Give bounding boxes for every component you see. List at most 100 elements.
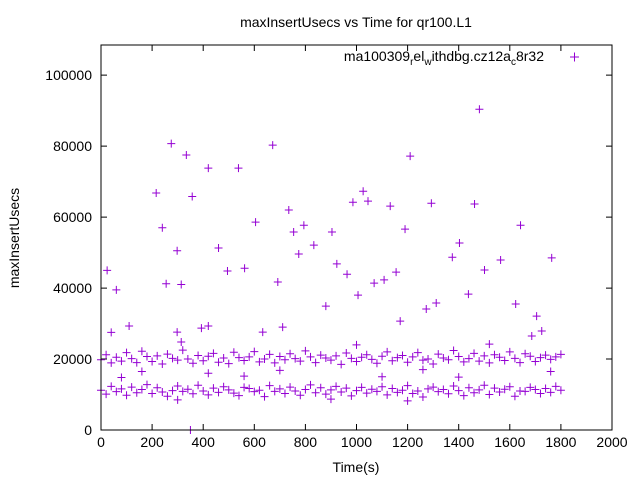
data-point	[449, 346, 458, 355]
x-tick-label: 1800	[545, 434, 576, 450]
data-point	[162, 279, 171, 288]
x-tick-label: 1400	[443, 434, 474, 450]
legend-label-part: ithdbg.cz12a	[432, 48, 512, 64]
data-point	[291, 354, 300, 363]
x-tick-label: 0	[97, 434, 105, 450]
x-tick-label: 1200	[392, 434, 423, 450]
data-point	[178, 346, 187, 355]
data-point	[255, 357, 264, 366]
data-point	[449, 382, 458, 390]
x-tick-label: 800	[294, 434, 318, 450]
data-point	[439, 385, 448, 394]
data-point	[532, 312, 541, 321]
data-point	[332, 259, 341, 268]
data-point	[383, 347, 392, 356]
data-point	[352, 357, 361, 366]
data-point	[500, 356, 509, 365]
data-point	[434, 350, 443, 359]
data-point	[188, 389, 197, 398]
y-tick-label: 40000	[53, 280, 92, 296]
data-point	[347, 391, 356, 400]
data-point	[551, 352, 560, 361]
data-point	[153, 383, 162, 392]
data-point	[434, 387, 443, 396]
data-point	[332, 382, 341, 391]
data-point	[199, 386, 208, 395]
data-point	[250, 347, 259, 356]
legend-label-part: 8r32	[516, 48, 544, 64]
data-point	[103, 266, 112, 275]
data-point	[332, 351, 341, 360]
data-point	[321, 390, 330, 399]
legend-label-part: w	[423, 57, 432, 68]
data-point	[418, 365, 427, 374]
data-point	[475, 357, 484, 366]
data-point	[485, 340, 494, 349]
data-point	[260, 355, 269, 364]
data-point	[337, 388, 346, 397]
data-point	[117, 384, 126, 393]
y-tick-label: 100000	[45, 67, 92, 83]
legend: ma100309relwithdbg.cz12ac8r32	[344, 48, 579, 68]
data-point	[117, 357, 126, 366]
data-point	[275, 352, 284, 361]
data-point	[427, 199, 436, 208]
data-point	[142, 380, 151, 389]
data-point	[177, 280, 186, 289]
data-point	[234, 391, 243, 400]
legend-label-part: el	[413, 48, 424, 64]
data-point	[112, 353, 121, 362]
data-point	[352, 340, 361, 349]
data-point	[199, 356, 208, 365]
data-point	[510, 354, 519, 363]
data-point	[403, 396, 412, 405]
data-point	[422, 305, 431, 313]
data-point	[516, 358, 525, 367]
data-point	[367, 355, 376, 364]
data-point	[413, 386, 422, 395]
data-point	[342, 349, 351, 357]
data-point	[234, 353, 243, 362]
data-point	[547, 253, 556, 262]
data-point	[183, 355, 192, 364]
data-point	[137, 385, 146, 394]
data-point	[204, 322, 213, 331]
data-point	[107, 358, 116, 367]
data-point	[286, 349, 295, 358]
data-point	[418, 356, 427, 365]
legend-label-part: c	[511, 57, 516, 68]
data-point	[173, 395, 182, 404]
data-point	[204, 390, 213, 399]
data-point	[301, 346, 310, 355]
data-point	[117, 373, 126, 382]
data-point	[432, 298, 441, 307]
data-point	[398, 351, 407, 360]
data-point	[316, 383, 325, 392]
data-point	[556, 386, 565, 395]
data-point	[173, 246, 182, 255]
y-tick-label: 80000	[53, 138, 92, 154]
data-point	[327, 228, 336, 236]
data-point	[424, 384, 433, 393]
data-point	[132, 358, 141, 367]
data-point	[273, 278, 282, 287]
data-point	[260, 392, 269, 401]
data-point	[240, 356, 249, 365]
data-point	[152, 188, 161, 197]
data-point	[372, 359, 381, 368]
x-tick-label: 1000	[341, 434, 372, 450]
data-point	[234, 164, 243, 173]
data-point	[536, 353, 545, 362]
x-tick-label: 600	[243, 434, 267, 450]
x-tick-label: 1600	[494, 434, 525, 450]
data-point	[280, 389, 289, 398]
data-point	[173, 356, 182, 365]
x-tick-label: 400	[192, 434, 216, 450]
data-point	[424, 355, 433, 364]
data-point	[464, 354, 473, 363]
data-point	[388, 384, 397, 393]
data-point	[194, 381, 203, 390]
data-point	[214, 388, 223, 397]
data-point	[219, 353, 228, 362]
